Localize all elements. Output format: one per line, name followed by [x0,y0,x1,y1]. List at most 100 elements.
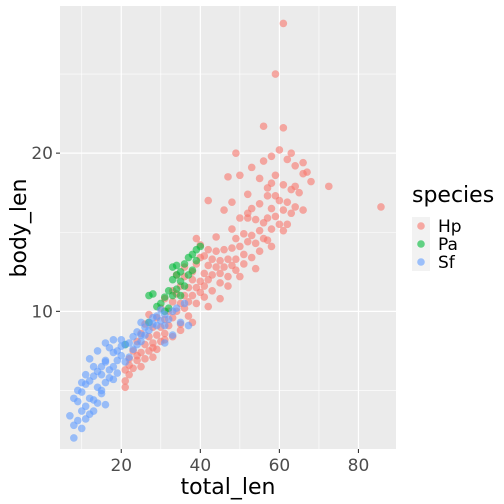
data-point [279,180,288,189]
data-point [259,122,268,131]
y-axis-ticks: 10 20 [31,144,60,322]
data-point [212,263,220,271]
data-point [73,386,82,395]
legend-label-Hp: Hp [438,217,462,237]
data-point [299,169,307,178]
data-point [117,351,126,360]
data-point [168,263,177,271]
data-point [251,264,260,273]
legend-label-Sf: Sf [438,253,456,273]
legend-swatch-Pa [417,240,425,248]
data-point [204,196,213,205]
data-point [117,336,126,344]
data-point [232,234,240,243]
legend-title: species [412,183,494,208]
data-point [97,389,106,398]
data-point [208,286,216,295]
data-point [192,256,201,265]
x-tick-label: 80 [348,456,370,476]
data-point [279,206,288,214]
data-point [149,320,157,328]
data-point [307,177,315,186]
y-axis-title: body_len [7,179,32,278]
data-point [101,400,110,409]
data-point [263,184,272,192]
data-point [287,149,296,157]
data-point [212,247,220,256]
data-point [299,158,307,167]
x-tick-label: 20 [110,456,132,476]
data-point [149,353,157,362]
data-point [101,356,110,365]
data-point [216,269,224,278]
data-point [279,19,288,28]
data-point [184,321,193,330]
data-point [255,199,264,208]
data-point [172,304,181,312]
data-point [184,253,193,262]
data-point [283,198,292,206]
data-point [295,188,303,197]
data-point [157,305,165,314]
data-point [137,337,145,346]
data-point [283,155,292,164]
data-point [255,226,264,235]
legend-label-Pa: Pa [438,235,458,255]
data-point [325,182,333,191]
data-point [109,336,118,344]
data-point [228,225,236,233]
data-point [236,171,244,180]
data-point [149,343,157,352]
data-point [251,215,260,224]
data-point [180,282,189,290]
data-point [168,298,177,306]
x-tick-label: 40 [190,456,212,476]
data-point [137,362,145,371]
data-point [180,260,189,268]
data-point [220,206,228,214]
data-point [121,383,130,392]
data-point [259,234,268,243]
data-point [228,198,236,206]
x-tick-label: 60 [269,456,291,476]
data-point [271,212,280,221]
data-point [236,242,244,251]
data-point [224,282,232,290]
data-point [93,399,102,407]
data-point [81,415,90,423]
data-point [247,163,256,172]
data-point [160,339,169,347]
data-point [255,174,264,183]
data-point [204,245,213,254]
data-point [70,434,78,442]
data-point [200,282,209,290]
data-point [267,204,276,213]
data-point [81,402,90,411]
data-point [236,214,244,222]
data-point [145,326,153,335]
data-point [279,226,288,235]
data-point [85,355,94,363]
data-point [240,260,248,268]
grid-major [60,6,396,449]
data-point [291,203,300,211]
data-point [200,269,209,278]
data-point [267,225,276,233]
data-point [93,347,102,355]
data-point [216,256,224,265]
data-point [141,355,149,363]
data-point [109,362,118,371]
data-point [283,220,292,229]
data-point [259,218,268,227]
data-point [247,231,256,240]
data-point [180,299,189,308]
data-point [168,331,177,339]
data-point [97,370,106,379]
data-point [145,291,153,300]
data-point [220,263,228,271]
data-point [224,272,232,281]
series-Sf [66,299,193,442]
data-point [188,266,197,275]
